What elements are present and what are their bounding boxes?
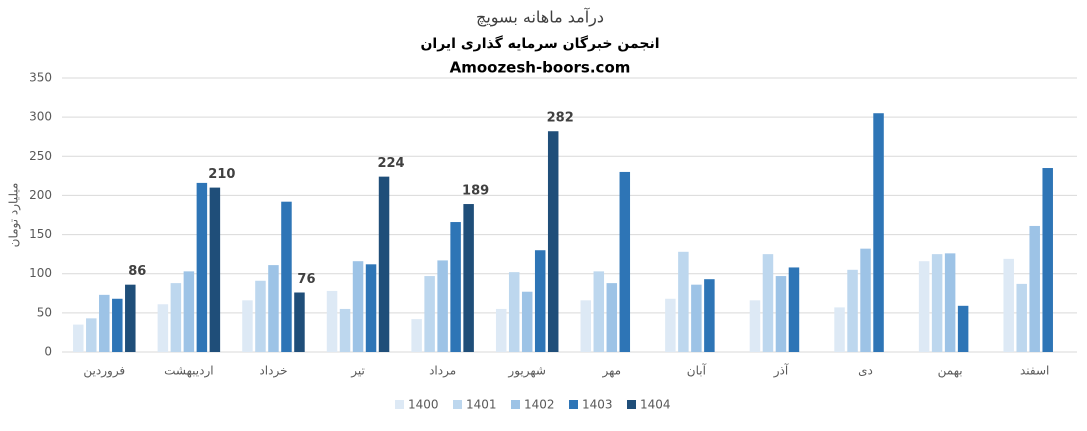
x-tick-label: آبان [687,363,707,378]
x-tick-label: مهر [601,364,621,379]
bar [944,253,956,352]
bar [508,272,520,352]
bar [788,267,800,352]
x-tick-label: آذر [773,363,789,379]
legend-swatch [395,400,404,409]
bar [352,261,364,352]
bar [378,176,390,352]
legend-label: 1400 [408,398,439,412]
bar [326,290,338,352]
bar [749,300,761,352]
x-tick-label: دی [858,364,873,378]
bar [873,113,884,352]
bar [242,300,253,352]
x-tick-label: شهریور [507,364,546,379]
bar [704,279,715,352]
bar [196,182,208,352]
chart-subtitle: انجمن خبرگان سرمایه گذاری ایران [420,35,659,52]
bar [847,269,858,352]
bar [775,276,787,352]
legend-label: 1402 [524,398,555,412]
legend-swatch [627,400,636,409]
data-label: 282 [547,111,574,126]
bar [255,280,266,352]
bar [606,283,618,352]
bar [339,308,351,352]
bar [918,261,930,352]
bar [957,305,969,352]
y-tick-label: 250 [29,149,52,163]
data-label: 210 [208,167,235,182]
bar [619,171,631,352]
bar [365,264,377,352]
x-tick-label: تیر [350,364,365,379]
legend-swatch [453,400,462,409]
bar [834,307,845,352]
bar [450,222,461,352]
bar [281,201,292,352]
bar [268,265,279,352]
legend-swatch [511,400,520,409]
bar [411,319,422,352]
bar [86,318,97,352]
x-tick-label: اردیبهشت [164,364,213,379]
y-tick-label: 100 [29,266,52,280]
data-label: 189 [462,184,489,199]
chart-title: درآمد ماهانه بسویچ [476,8,604,28]
bar [521,291,533,352]
bar [1042,168,1053,352]
bar [547,131,559,352]
legend-label: 1404 [640,398,671,412]
bar [593,271,605,352]
data-label: 224 [377,156,404,171]
x-tick-label: فروردین [83,364,125,379]
y-tick-label: 0 [44,345,52,359]
bar [112,298,123,352]
bar [209,187,221,352]
bar [125,284,136,352]
bar [534,250,546,352]
bar [73,324,84,352]
bar [294,292,305,352]
bar [1029,225,1040,352]
bar [762,254,774,352]
bar [170,283,182,352]
y-tick-label: 300 [29,110,52,124]
y-tick-label: 350 [29,71,52,85]
bar [495,308,507,352]
bar [437,260,448,352]
bar [424,276,435,352]
y-axis-label: میلیارد تومان [7,183,22,248]
x-tick-label: مرداد [429,364,456,379]
legend-label: 1403 [582,398,613,412]
bar [860,248,871,352]
x-tick-label: اسفند [1020,364,1049,378]
bar [463,204,474,352]
y-tick-label: 150 [29,227,52,241]
x-tick-label: خرداد [259,364,287,379]
bar [665,298,676,352]
legend-swatch [569,400,578,409]
bar [691,284,702,352]
legend-label: 1401 [466,398,497,412]
x-tick-label: بهمن [938,364,963,379]
bar [99,294,110,352]
data-label: 76 [297,272,315,287]
chart-source: Amoozesh-boors.com [450,59,631,77]
data-label: 86 [128,264,146,279]
bar [580,300,592,352]
bar [931,254,943,352]
y-tick-label: 50 [37,305,52,319]
bar [678,251,689,352]
bar [1016,283,1027,352]
bar [157,304,169,352]
y-tick-label: 200 [29,188,52,202]
bar [183,271,195,352]
bar [1003,258,1014,352]
